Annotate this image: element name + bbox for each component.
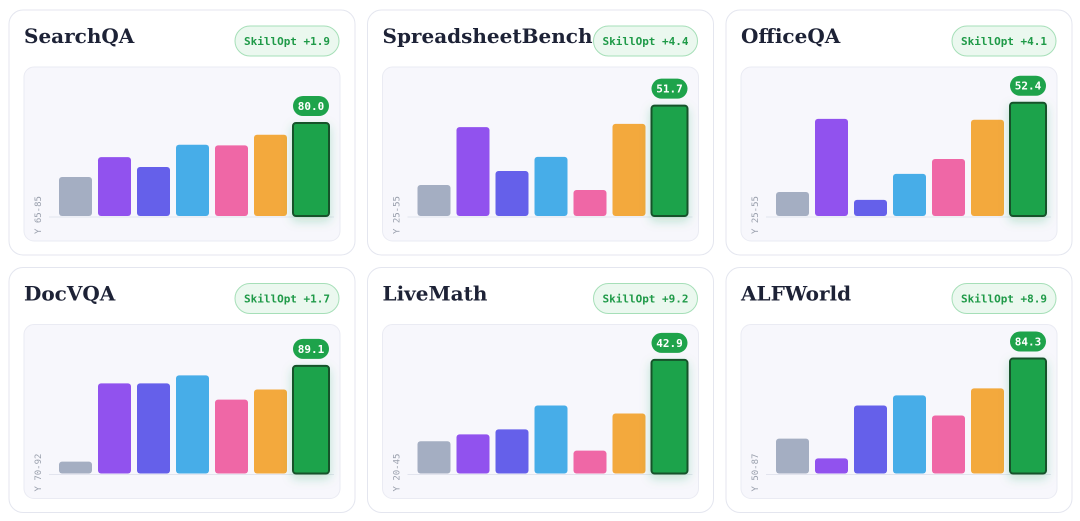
- chart-title: LiveMath: [383, 282, 488, 306]
- chart-title: ALFWorld: [740, 282, 851, 306]
- badge-text: SkillOpt +1.9: [244, 35, 330, 48]
- bar: [776, 438, 809, 474]
- bar: [456, 434, 490, 474]
- bar: [292, 122, 330, 217]
- axis-note: Y 20-45: [393, 454, 403, 492]
- bar: [573, 450, 607, 474]
- bar: [59, 176, 92, 216]
- value-label: 80.0: [298, 100, 325, 113]
- badge-text: SkillOpt +1.7: [244, 293, 330, 306]
- bar: [215, 145, 248, 216]
- badge: [593, 25, 698, 57]
- value-label-pill: [293, 96, 329, 116]
- bar: [98, 383, 131, 474]
- badge-text: SkillOpt +4.4: [602, 35, 688, 48]
- bar: [650, 104, 689, 217]
- value-label: 52.4: [1015, 80, 1042, 93]
- badge: [951, 25, 1057, 57]
- value-label: 42.9: [656, 337, 683, 350]
- value-label-pill: [1010, 75, 1046, 96]
- bar: [456, 127, 490, 216]
- bar: [292, 364, 330, 475]
- bar: [776, 192, 809, 216]
- bar: [932, 158, 965, 216]
- bar: [495, 170, 529, 216]
- badge-text: SkillOpt +8.9: [961, 293, 1047, 306]
- axis-note: Y 50-87: [751, 454, 761, 492]
- bar: [176, 375, 209, 474]
- bar: [417, 185, 451, 216]
- bar: [971, 119, 1004, 216]
- bar: [854, 199, 887, 216]
- value-label-pill: [293, 338, 329, 359]
- bar: [932, 415, 965, 474]
- bar: [1009, 357, 1047, 475]
- bar: [893, 395, 926, 474]
- bar: [495, 429, 529, 474]
- bar: [815, 458, 848, 474]
- bar: [254, 389, 287, 474]
- bar: [59, 461, 92, 474]
- chart-title: DocVQA: [24, 282, 116, 306]
- badge: [951, 283, 1057, 314]
- bar: [98, 157, 131, 216]
- bar: [573, 189, 607, 216]
- value-label: 89.1: [298, 343, 325, 356]
- axis-note: Y 70-92: [34, 454, 44, 492]
- bar: [215, 399, 248, 474]
- bar: [1009, 101, 1047, 217]
- axis-note: Y 25-55: [393, 196, 403, 234]
- chart-title: SearchQA: [24, 24, 135, 48]
- value-label: 51.7: [656, 83, 683, 96]
- badge-text: SkillOpt +4.1: [961, 35, 1047, 48]
- axis-note: Y 25-55: [751, 196, 761, 234]
- bar: [534, 156, 568, 216]
- value-label: 84.3: [1015, 336, 1042, 349]
- value-label-pill: [1010, 331, 1046, 352]
- axis-note: Y 65-85: [34, 196, 44, 234]
- chart-title: SpreadsheetBench: [383, 24, 593, 48]
- bar: [854, 405, 887, 474]
- badge: [234, 25, 340, 57]
- chart-title: OfficeQA: [741, 24, 841, 48]
- bar: [137, 167, 170, 216]
- badge: [234, 283, 340, 314]
- bar: [650, 358, 689, 475]
- bar: [893, 173, 926, 216]
- bar: [612, 413, 646, 474]
- bar: [534, 405, 568, 474]
- bar: [254, 134, 287, 216]
- badge-text: SkillOpt +9.2: [602, 293, 688, 306]
- badge: [593, 283, 698, 314]
- bar: [815, 118, 848, 216]
- bar: [176, 144, 209, 216]
- bar: [971, 388, 1004, 474]
- bar: [417, 441, 451, 474]
- value-label-pill: [651, 78, 688, 99]
- bar: [137, 383, 170, 474]
- bar: [612, 123, 646, 216]
- value-label-pill: [651, 332, 688, 353]
